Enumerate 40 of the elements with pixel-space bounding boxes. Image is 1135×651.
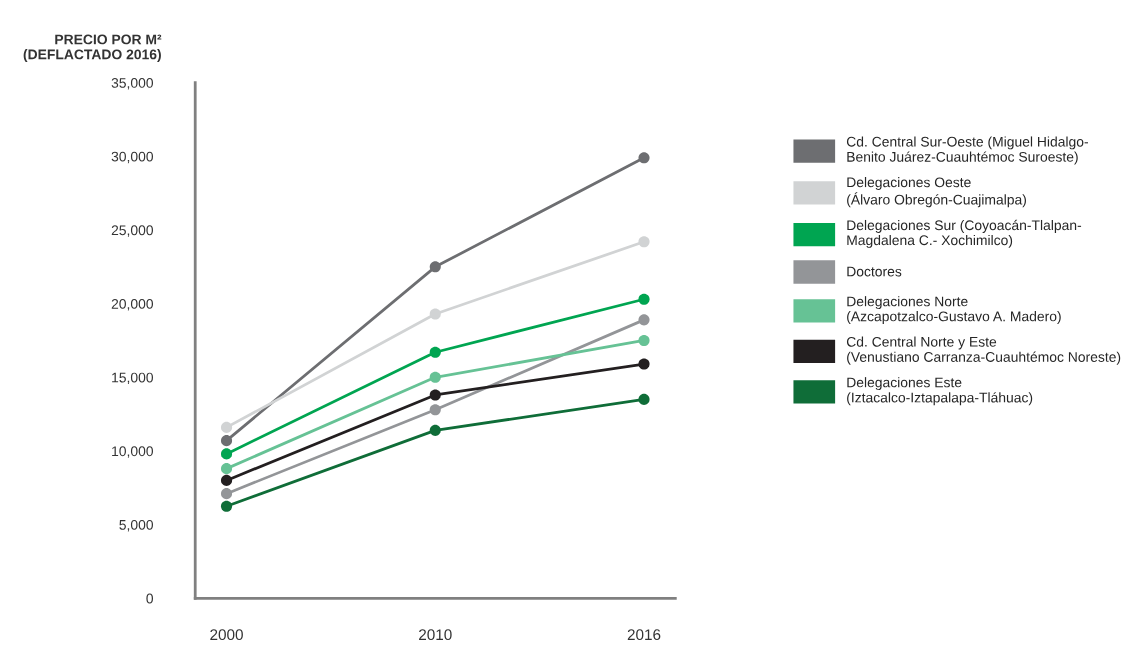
legend-label: Delegaciones Sur (Coyoacán-Tlalpan- Magdalena C.- Xochimilco): [847, 219, 1082, 248]
y-tick-label: 35,000: [111, 78, 154, 90]
point: [220, 448, 233, 460]
point: [429, 404, 441, 416]
x-tick-label: 2010: [419, 629, 452, 641]
legend-label: Delegaciones Norte (Azcapotzalco-Gustavo A. Madero): [847, 296, 1061, 325]
y-tick-label: 20,000: [111, 298, 154, 311]
legend-label: Delegaciones Este (Iztacalco-Iztapalapa-Tláhuac): [847, 377, 1033, 406]
x-tick-label: 2000: [210, 629, 243, 641]
point: [220, 463, 233, 475]
point: [429, 424, 441, 436]
point: [220, 500, 233, 512]
point: [638, 236, 650, 248]
point: [638, 152, 650, 164]
y-tick-label: 5,000: [119, 519, 154, 532]
legend-label: Doctores: [847, 266, 902, 277]
point: [638, 358, 650, 370]
point: [638, 314, 650, 326]
point: [429, 371, 441, 383]
point: [429, 389, 441, 401]
legend-label: Delegaciones Oeste (Álvaro Obregón-Cuajimalpa): [847, 177, 1026, 208]
legend-label: Cd. Central Sur-Oeste (Miguel Hidalgo- Benito Juárez-Cuauhtémoc Suroeste): [846, 136, 1088, 165]
point: [220, 474, 233, 486]
y-tick-label: 30,000: [111, 151, 154, 164]
point: [638, 334, 650, 347]
point: [638, 293, 650, 305]
y-tick-label: 0: [146, 593, 154, 604]
point: [638, 393, 650, 405]
point: [429, 261, 441, 273]
y-tick-label: 10,000: [112, 446, 154, 458]
point: [220, 435, 233, 447]
y-tick-label: 15,000: [112, 372, 154, 385]
point: [220, 488, 233, 500]
point: [429, 346, 441, 358]
x-tick-label: 2016: [627, 629, 661, 641]
point: [429, 308, 441, 320]
legend-label: Cd. Central Norte y Este (Venustiano Carranza-Cuauhtémoc Noreste): [846, 336, 1121, 365]
y-axis-title: PRECIO POR M² (DEFLACTADO 2016): [23, 34, 162, 63]
point: [220, 421, 233, 433]
y-tick-label: 25,000: [111, 225, 154, 237]
